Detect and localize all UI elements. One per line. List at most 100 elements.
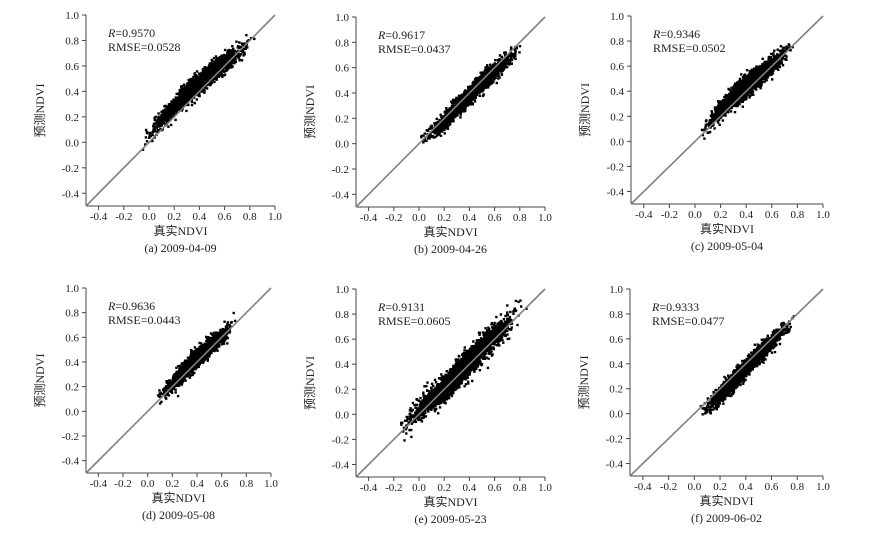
scatter-point [151, 131, 154, 134]
scatter-point [180, 88, 183, 92]
scatter-point [464, 91, 467, 95]
scatter-point [200, 78, 204, 81]
scatter-point [224, 59, 228, 62]
scatter-point [211, 79, 214, 82]
scatter-point [445, 125, 448, 129]
scatter-point [497, 77, 500, 80]
scatter-point [156, 121, 159, 124]
scatter-point [226, 67, 230, 70]
scatter-point [199, 80, 202, 83]
scatter-point [486, 82, 489, 86]
scatter-point [510, 56, 513, 59]
scatter-point [181, 99, 184, 103]
scatter-point [455, 110, 459, 113]
scatter-point [481, 94, 485, 98]
scatter-point [188, 89, 191, 92]
scatter-point [750, 68, 753, 71]
scatter-point [498, 65, 501, 68]
scatter-point [512, 56, 516, 59]
scatter-point [215, 58, 219, 61]
scatter-point [184, 97, 188, 100]
scatter-point [485, 84, 488, 87]
scatter-point [182, 101, 185, 105]
scatter-point [205, 66, 209, 69]
scatter-point [183, 91, 187, 94]
x-tick-label: 0.6 [765, 209, 779, 221]
scatter-point [428, 137, 431, 140]
scatter-point [203, 89, 206, 92]
scatter-point [489, 80, 492, 84]
scatter-point [222, 58, 226, 61]
scatter-point [229, 53, 232, 57]
scatter-point [486, 65, 489, 69]
scatter-point [169, 123, 173, 127]
scatter-point [199, 78, 202, 81]
scatter-point [433, 123, 437, 127]
scatter-point [186, 100, 189, 103]
scatter-point [490, 67, 494, 70]
scatter-point [496, 68, 499, 72]
scatter-point [178, 105, 181, 109]
scatter-point [512, 52, 515, 56]
scatter-point [209, 72, 212, 75]
scatter-point [476, 90, 480, 93]
scatter-point [438, 130, 442, 133]
scatter-point [497, 72, 500, 76]
scatter-point [145, 140, 149, 143]
scatter-point [165, 107, 169, 111]
scatter-point [443, 132, 446, 135]
scatter-point [156, 119, 159, 122]
scatter-point [497, 69, 501, 72]
scatter-point [194, 74, 197, 77]
scatter-point [184, 99, 187, 103]
scatter-point [229, 52, 233, 55]
scatter-point [435, 117, 438, 121]
scatter-point [445, 124, 449, 127]
scatter-point [167, 103, 171, 106]
scatter-point [222, 53, 226, 57]
scatter-point [425, 129, 428, 132]
scatter-point [189, 77, 193, 81]
scatter-point [483, 69, 487, 72]
scatter-point [746, 69, 749, 72]
scatter-point [167, 114, 170, 118]
scatter-point [229, 64, 232, 68]
scatter-point [144, 136, 148, 139]
scatter-point [506, 56, 510, 59]
scatter-point [195, 79, 198, 83]
scatter-point [202, 76, 205, 79]
scatter-point [156, 125, 159, 128]
panel-caption: (a) 2009-04-09 [144, 241, 216, 255]
scatter-point [154, 122, 157, 126]
scatter-point [423, 132, 426, 135]
scatter-point [243, 47, 246, 51]
scatter-point [242, 54, 245, 57]
scatter-point [489, 68, 492, 72]
scatter-point [238, 59, 241, 62]
scatter-point [187, 92, 191, 96]
scatter-point [224, 56, 228, 59]
scatter-point [190, 89, 193, 92]
scatter-point [246, 46, 249, 49]
scatter-point [187, 98, 190, 101]
scatter-point [216, 73, 219, 76]
x-tick-label: 0.8 [791, 209, 805, 221]
scatter-point [165, 105, 169, 108]
scatter-point [436, 128, 440, 131]
scatter-point [153, 118, 156, 122]
scatter-point [190, 85, 194, 88]
scatter-point [509, 46, 513, 49]
scatter-point [467, 88, 471, 91]
scatter-point [162, 116, 166, 119]
scatter-point [453, 101, 457, 104]
scatter-point [160, 110, 163, 113]
scatter-point [206, 73, 210, 76]
scatter-point [487, 77, 490, 80]
scatter-point [455, 111, 459, 115]
scatter-point [213, 80, 216, 84]
scatter-point [472, 80, 475, 84]
scatter-point [208, 77, 211, 80]
scatter-point [185, 109, 188, 113]
scatter-point [478, 94, 481, 97]
scatter-point [479, 71, 482, 74]
